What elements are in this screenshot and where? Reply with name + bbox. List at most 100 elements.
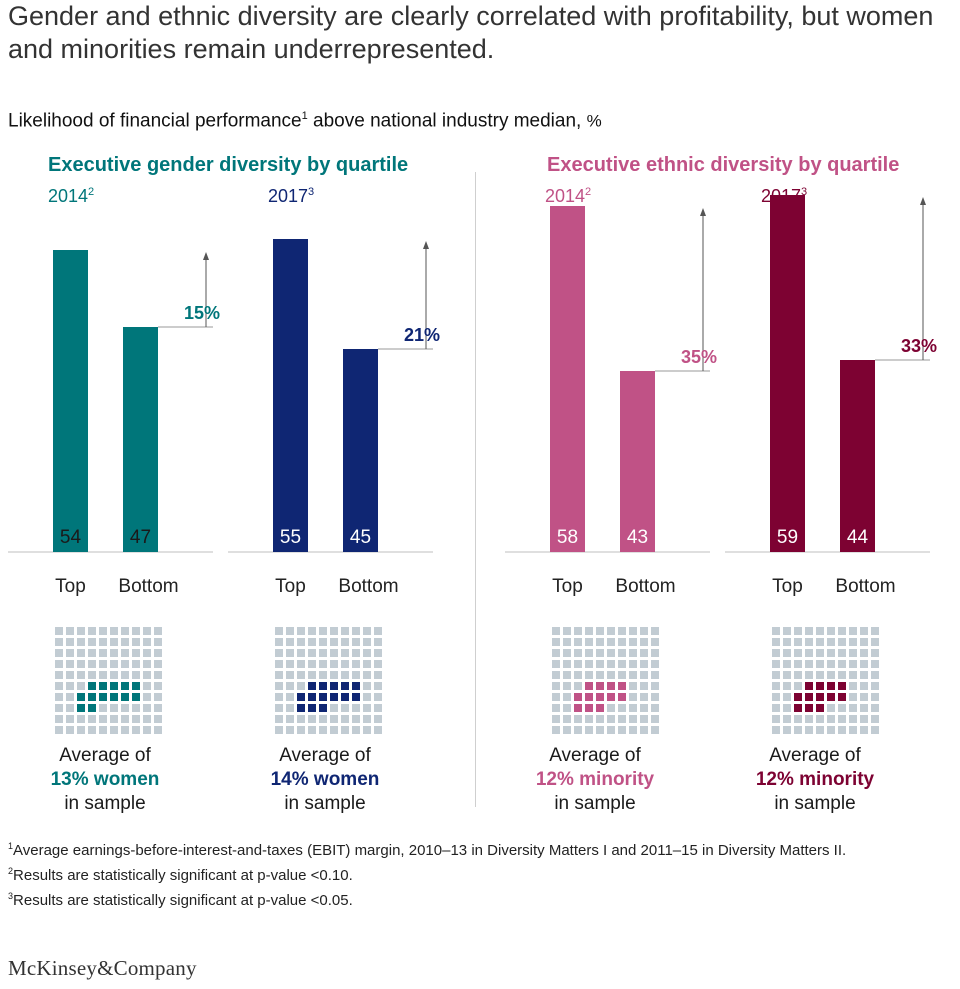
sample-square bbox=[794, 682, 802, 690]
bar-bottom bbox=[343, 349, 378, 552]
sample-square bbox=[330, 671, 338, 679]
sample-square bbox=[374, 693, 382, 701]
sample-square bbox=[871, 682, 879, 690]
sample-square bbox=[77, 715, 85, 723]
sample-square bbox=[88, 715, 96, 723]
sample-square bbox=[805, 638, 813, 646]
sample-square bbox=[607, 649, 615, 657]
sample-square bbox=[871, 693, 879, 701]
sample-square bbox=[99, 638, 107, 646]
sample-square bbox=[783, 726, 791, 734]
sample-square bbox=[77, 704, 85, 712]
sample-square bbox=[121, 660, 129, 668]
sample-square bbox=[88, 704, 96, 712]
sample-square bbox=[374, 627, 382, 635]
sample-square bbox=[563, 693, 571, 701]
sample-square bbox=[607, 638, 615, 646]
sample-square bbox=[286, 638, 294, 646]
sample-square bbox=[308, 693, 316, 701]
sample-square bbox=[341, 682, 349, 690]
sample-square bbox=[66, 715, 74, 723]
sample-square bbox=[871, 715, 879, 723]
sample-square bbox=[651, 682, 659, 690]
sample-square bbox=[618, 660, 626, 668]
sample-square bbox=[596, 704, 604, 712]
sample-square bbox=[640, 726, 648, 734]
sample-square bbox=[143, 682, 151, 690]
sample-square bbox=[618, 704, 626, 712]
category-label-bottom: Bottom bbox=[835, 576, 895, 597]
sample-square bbox=[838, 671, 846, 679]
sample-square bbox=[110, 682, 118, 690]
sample-square bbox=[783, 682, 791, 690]
sample-square bbox=[132, 726, 140, 734]
sample-square bbox=[629, 715, 637, 723]
sample-square bbox=[77, 638, 85, 646]
sample-square bbox=[629, 660, 637, 668]
sample-square bbox=[563, 715, 571, 723]
sample-square bbox=[286, 726, 294, 734]
sample-square bbox=[805, 693, 813, 701]
sample-square bbox=[772, 638, 780, 646]
sample-square bbox=[563, 638, 571, 646]
sample-square bbox=[363, 715, 371, 723]
sample-square bbox=[154, 627, 162, 635]
sample-square bbox=[618, 627, 626, 635]
sample-square bbox=[374, 682, 382, 690]
bar-top bbox=[550, 206, 585, 552]
sample-square bbox=[297, 671, 305, 679]
sample-square bbox=[794, 627, 802, 635]
difference-label: 33% bbox=[901, 336, 937, 356]
sample-square bbox=[574, 660, 582, 668]
sample-square bbox=[374, 715, 382, 723]
sample-square bbox=[341, 726, 349, 734]
sample-square bbox=[341, 715, 349, 723]
sample-square bbox=[574, 682, 582, 690]
sample-square bbox=[88, 671, 96, 679]
sample-square bbox=[640, 671, 648, 679]
sample-square bbox=[640, 638, 648, 646]
difference-arrow-head bbox=[920, 197, 926, 205]
sample-square bbox=[805, 715, 813, 723]
sample-square bbox=[352, 660, 360, 668]
sample-square bbox=[607, 715, 615, 723]
sample-square bbox=[55, 726, 63, 734]
sample-square bbox=[552, 627, 560, 635]
caption-line: in sample bbox=[225, 792, 425, 816]
sample-square bbox=[827, 682, 835, 690]
sample-square bbox=[154, 715, 162, 723]
bar-bottom bbox=[840, 360, 875, 552]
category-label-top: Top bbox=[772, 576, 803, 597]
sample-square bbox=[805, 671, 813, 679]
sample-square bbox=[55, 638, 63, 646]
sample-square bbox=[330, 649, 338, 657]
sample-square bbox=[99, 671, 107, 679]
sample-square bbox=[66, 693, 74, 701]
sample-square bbox=[585, 671, 593, 679]
sample-square bbox=[640, 627, 648, 635]
sample-square bbox=[132, 704, 140, 712]
sample-square bbox=[794, 715, 802, 723]
sample-square bbox=[596, 693, 604, 701]
value-label-top: 54 bbox=[60, 527, 82, 548]
sample-square bbox=[110, 704, 118, 712]
sample-square bbox=[352, 649, 360, 657]
sample-square bbox=[275, 715, 283, 723]
sample-square bbox=[286, 715, 294, 723]
footnote-text: Results are statistically significant at… bbox=[13, 867, 353, 884]
sample-square bbox=[574, 638, 582, 646]
footnote-text: Results are statistically significant at… bbox=[13, 892, 353, 909]
caption-line: in sample bbox=[5, 792, 205, 816]
caption-ethnic-2017: Average of 12% minority in sample bbox=[715, 744, 915, 816]
sample-square bbox=[772, 649, 780, 657]
sample-square bbox=[143, 627, 151, 635]
sample-square bbox=[871, 649, 879, 657]
value-label-bottom: 44 bbox=[847, 527, 869, 548]
sample-square bbox=[563, 704, 571, 712]
sample-square bbox=[585, 704, 593, 712]
sample-square bbox=[816, 671, 824, 679]
sample-square bbox=[275, 671, 283, 679]
sample-square bbox=[574, 693, 582, 701]
sample-square bbox=[794, 704, 802, 712]
sample-square bbox=[66, 704, 74, 712]
